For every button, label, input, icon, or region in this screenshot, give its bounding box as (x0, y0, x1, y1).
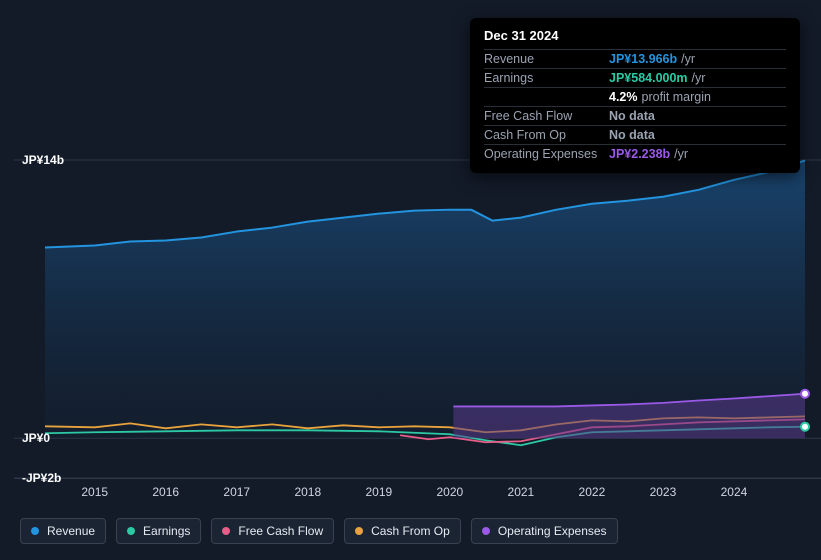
chart-legend: Revenue Earnings Free Cash Flow Cash From O… (20, 518, 618, 544)
x-axis-label: 2019 (365, 485, 392, 499)
y-axis-label: JP¥0 (22, 431, 50, 445)
data-tooltip: Dec 31 2024 RevenueJP¥13.966b/yrEarnings… (470, 18, 800, 173)
legend-dot-icon (127, 527, 135, 535)
x-axis-label: 2022 (579, 485, 606, 499)
tooltip-row: Cash From OpNo data (484, 125, 786, 144)
x-axis-label: 2016 (152, 485, 179, 499)
series-end-marker-opex (801, 390, 809, 398)
tooltip-row-value: 4.2%profit margin (609, 90, 711, 104)
legend-item-label: Free Cash Flow (238, 524, 323, 538)
legend-item-fcf[interactable]: Free Cash Flow (211, 518, 334, 544)
tooltip-row: Free Cash FlowNo data (484, 106, 786, 125)
x-axis-label: 2020 (437, 485, 464, 499)
tooltip-row-value: JP¥2.238b/yr (609, 147, 688, 161)
tooltip-row-label: Free Cash Flow (484, 109, 609, 123)
legend-item-label: Revenue (47, 524, 95, 538)
x-axis-label: 2015 (81, 485, 108, 499)
tooltip-row-value: No data (609, 128, 655, 142)
y-axis-label: -JP¥2b (22, 471, 61, 485)
tooltip-row-label (484, 90, 609, 104)
tooltip-row: EarningsJP¥584.000m/yr (484, 68, 786, 87)
tooltip-row-value: No data (609, 109, 655, 123)
tooltip-row-value: JP¥584.000m/yr (609, 71, 705, 85)
legend-item-cfo[interactable]: Cash From Op (344, 518, 461, 544)
legend-item-label: Earnings (143, 524, 190, 538)
legend-dot-icon (31, 527, 39, 535)
series-end-marker-earnings (801, 423, 809, 431)
legend-item-earnings[interactable]: Earnings (116, 518, 201, 544)
x-axis-label: 2021 (508, 485, 535, 499)
x-axis-label: 2018 (294, 485, 321, 499)
tooltip-row-label: Earnings (484, 71, 609, 85)
tooltip-row-value: JP¥13.966b/yr (609, 52, 695, 66)
tooltip-date: Dec 31 2024 (484, 28, 786, 43)
legend-dot-icon (482, 527, 490, 535)
x-axis-label: 2023 (650, 485, 677, 499)
legend-item-opex[interactable]: Operating Expenses (471, 518, 618, 544)
x-axis-label: 2017 (223, 485, 250, 499)
y-axis-label: JP¥14b (22, 153, 64, 167)
legend-dot-icon (222, 527, 230, 535)
tooltip-row: 4.2%profit margin (484, 87, 786, 106)
tooltip-row-label: Cash From Op (484, 128, 609, 142)
tooltip-row: Operating ExpensesJP¥2.238b/yr (484, 144, 786, 163)
legend-item-label: Operating Expenses (498, 524, 607, 538)
tooltip-row-label: Revenue (484, 52, 609, 66)
legend-dot-icon (355, 527, 363, 535)
financial-chart: JP¥14b JP¥0 -JP¥2b 2015 2016 2017 2018 2019 202… (0, 0, 821, 560)
legend-item-label: Cash From Op (371, 524, 450, 538)
series-area-revenue (45, 161, 805, 439)
tooltip-row: RevenueJP¥13.966b/yr (484, 49, 786, 68)
x-axis-label: 2024 (721, 485, 748, 499)
legend-item-revenue[interactable]: Revenue (20, 518, 106, 544)
tooltip-row-label: Operating Expenses (484, 147, 609, 161)
